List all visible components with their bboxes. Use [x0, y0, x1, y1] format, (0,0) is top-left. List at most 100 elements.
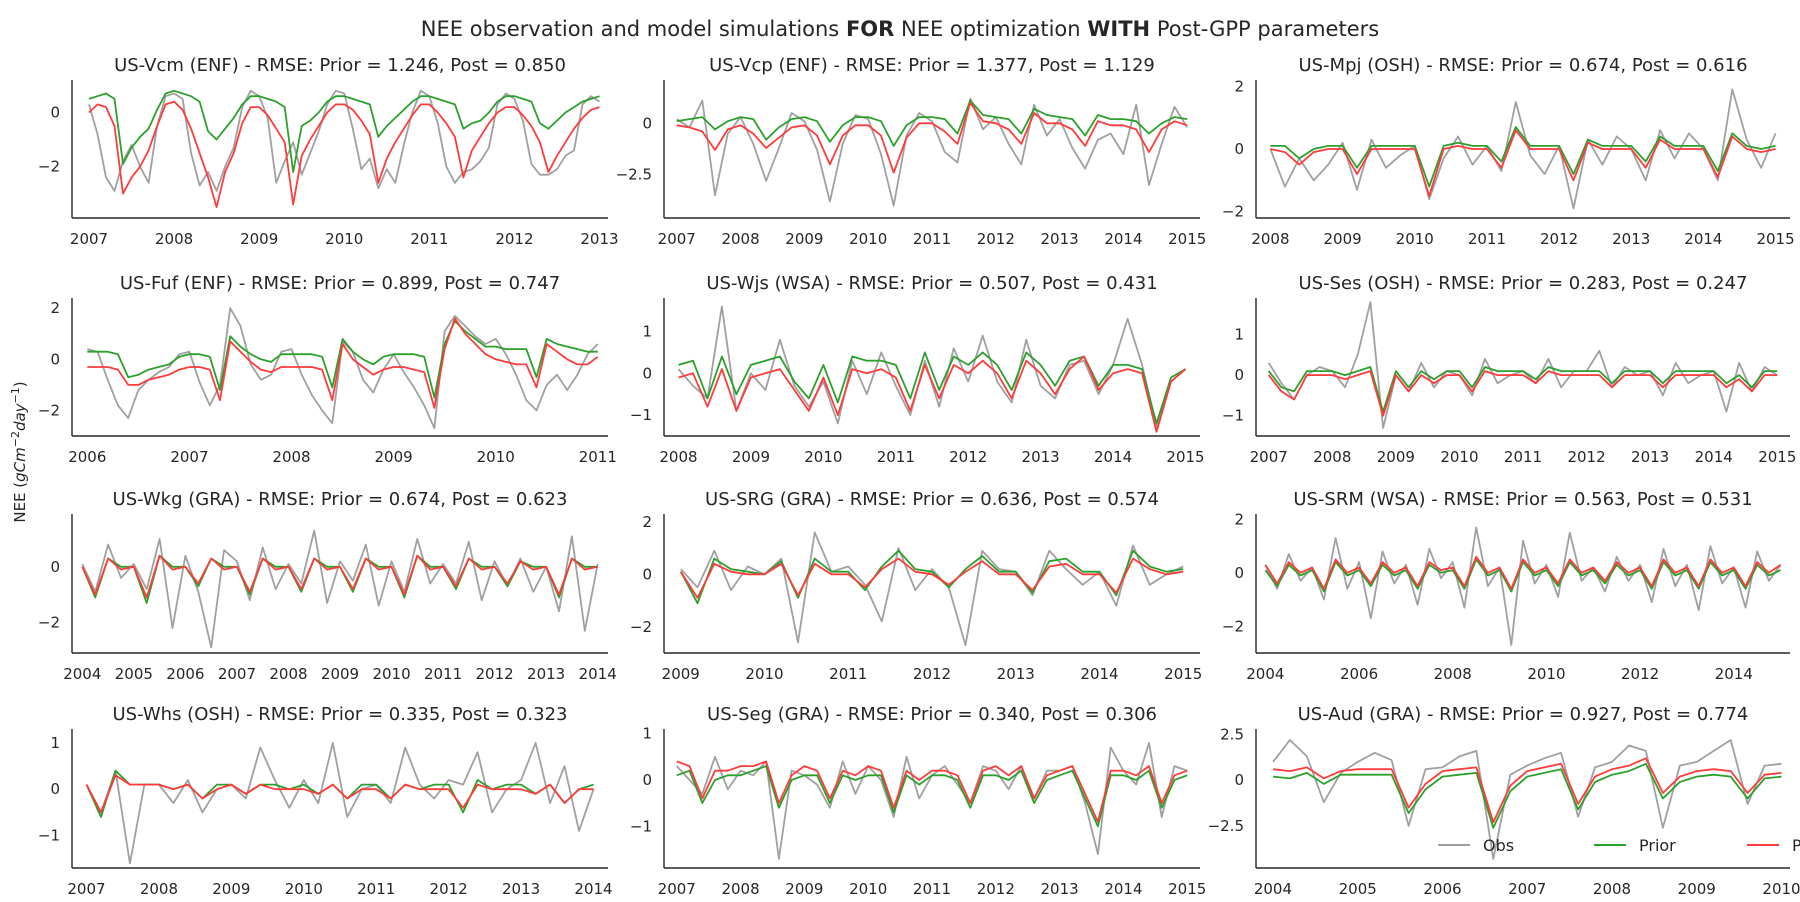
y-tick-label: 0 [1234, 366, 1244, 384]
panel-title: US-Fuf (ENF) - RMSE: Prior = 0.899, Post… [120, 273, 560, 294]
y-tick-label: 1 [642, 725, 652, 743]
x-tick-label: 2013 [580, 230, 618, 248]
y-tick-label: −2 [38, 158, 60, 176]
x-tick-label: 2010 [849, 230, 887, 248]
series-line-obs [88, 89, 600, 192]
panels: US-Vcm (ENF) - RMSE: Prior = 1.246, Post… [38, 55, 1800, 898]
y-tick-label: 2 [642, 513, 652, 531]
figure-suptitle: NEE observation and model simulations FO… [421, 17, 1379, 41]
x-tick-label: 2011 [829, 665, 867, 683]
x-tick-label: 2010 [1762, 880, 1800, 898]
x-tick-label: 2009 [321, 665, 359, 683]
series-line-post [88, 100, 600, 209]
x-tick-label: 2010 [325, 230, 363, 248]
x-tick-label: 2014 [1104, 230, 1142, 248]
legend-label: Obs [1483, 836, 1514, 855]
x-tick-label: 2014 [574, 880, 612, 898]
y-tick-label: 0 [642, 565, 652, 583]
x-tick-label: 2004 [1254, 880, 1292, 898]
x-tick-label: 2012 [430, 880, 468, 898]
panel-title: US-Wkg (GRA) - RMSE: Prior = 0.674, Post… [113, 489, 568, 510]
legend-item-obs: Obs [1438, 836, 1514, 855]
y-tick-label: 0 [642, 114, 652, 132]
series-line-obs [1264, 526, 1782, 646]
x-tick-label: 2011 [1504, 448, 1542, 466]
suptitle-part-1: NEE observation and model simulations [421, 17, 846, 41]
x-tick-label: 2015 [1168, 230, 1206, 248]
panel-title: US-Aud (GRA) - RMSE: Prior = 0.927, Post… [1298, 704, 1749, 725]
series-group [680, 531, 1184, 646]
legend-item-post: Post [1747, 836, 1800, 855]
x-tick-label: 2006 [68, 448, 106, 466]
y-label-unit: gCm [11, 447, 29, 482]
series-line-post [81, 554, 598, 599]
suptitle-part-4: WITH [1087, 17, 1150, 41]
legend-label: Prior [1639, 836, 1676, 855]
y-label-end: ) [11, 381, 29, 387]
x-tick-label: 2012 [949, 448, 987, 466]
x-tick-label: 2012 [1621, 665, 1659, 683]
suptitle-part-5: Post-GPP parameters [1150, 17, 1379, 41]
x-tick-label: 2014 [1104, 880, 1142, 898]
series-line-prior [1272, 762, 1782, 829]
y-tick-label: −2.5 [616, 166, 652, 184]
x-tick-label: 2012 [1540, 230, 1578, 248]
x-tick-label: 2013 [1631, 448, 1669, 466]
series-group [1272, 739, 1782, 860]
y-tick-label: −1 [630, 817, 652, 835]
x-tick-label: 2014 [1080, 665, 1118, 683]
x-tick-label: 2012 [977, 230, 1015, 248]
x-tick-label: 2008 [1593, 880, 1631, 898]
panel-title: US-Seg (GRA) - RMSE: Prior = 0.340, Post… [707, 704, 1157, 725]
x-tick-label: 2011 [1468, 230, 1506, 248]
y-tick-label: 2 [1234, 77, 1244, 95]
series-line-post [1272, 757, 1782, 824]
x-tick-label: 2008 [272, 448, 310, 466]
x-tick-label: 2014 [1715, 665, 1753, 683]
series-group [88, 89, 600, 209]
x-tick-label: 2008 [269, 665, 307, 683]
x-tick-label: 2007 [1508, 880, 1546, 898]
panel-title: US-Wjs (WSA) - RMSE: Prior = 0.507, Post… [706, 273, 1157, 294]
series-group [676, 97, 1188, 207]
series-group [85, 742, 595, 865]
y-tick-label: 0 [1234, 564, 1244, 582]
panel-3: US-Mpj (OSH) - RMSE: Prior = 0.674, Post… [1222, 55, 1795, 248]
x-tick-label: 2013 [527, 665, 565, 683]
y-tick-label: 0 [50, 780, 60, 798]
suptitle-part-2: FOR [846, 17, 894, 41]
x-tick-label: 2012 [913, 665, 951, 683]
x-tick-label: 2014 [579, 665, 617, 683]
series-line-obs [85, 742, 595, 865]
x-tick-label: 2011 [357, 880, 395, 898]
x-tick-label: 2008 [721, 230, 759, 248]
x-tick-label: 2006 [166, 665, 204, 683]
x-tick-label: 2010 [1440, 448, 1478, 466]
x-tick-label: 2010 [285, 880, 323, 898]
series-group [81, 529, 599, 649]
x-tick-label: 2011 [410, 230, 448, 248]
x-tick-label: 2008 [155, 230, 193, 248]
x-tick-label: 2010 [1527, 665, 1565, 683]
series-line-prior [676, 765, 1188, 828]
y-tick-label: 1 [642, 322, 652, 340]
y-tick-label: −1 [1222, 407, 1244, 425]
x-tick-label: 2008 [721, 880, 759, 898]
series-line-obs [676, 742, 1188, 860]
x-tick-label: 2007 [70, 230, 108, 248]
x-tick-label: 2004 [1246, 665, 1284, 683]
y-tick-label: 0 [1234, 771, 1244, 789]
x-tick-label: 2009 [1324, 230, 1362, 248]
series-line-obs [1267, 301, 1778, 429]
y-tick-label: 0 [50, 350, 60, 368]
series-line-obs [677, 305, 1187, 429]
panel-title: US-SRM (WSA) - RMSE: Prior = 0.563, Post… [1293, 489, 1752, 510]
series-line-post [1267, 370, 1778, 417]
x-tick-label: 2007 [658, 230, 696, 248]
x-tick-label: 2009 [785, 880, 823, 898]
panel-title: US-SRG (GRA) - RMSE: Prior = 0.636, Post… [705, 489, 1159, 510]
series-line-post [85, 774, 594, 814]
y-tick-label: 0 [642, 364, 652, 382]
y-tick-label: 2 [1234, 510, 1244, 528]
y-tick-label: −1 [630, 406, 652, 424]
